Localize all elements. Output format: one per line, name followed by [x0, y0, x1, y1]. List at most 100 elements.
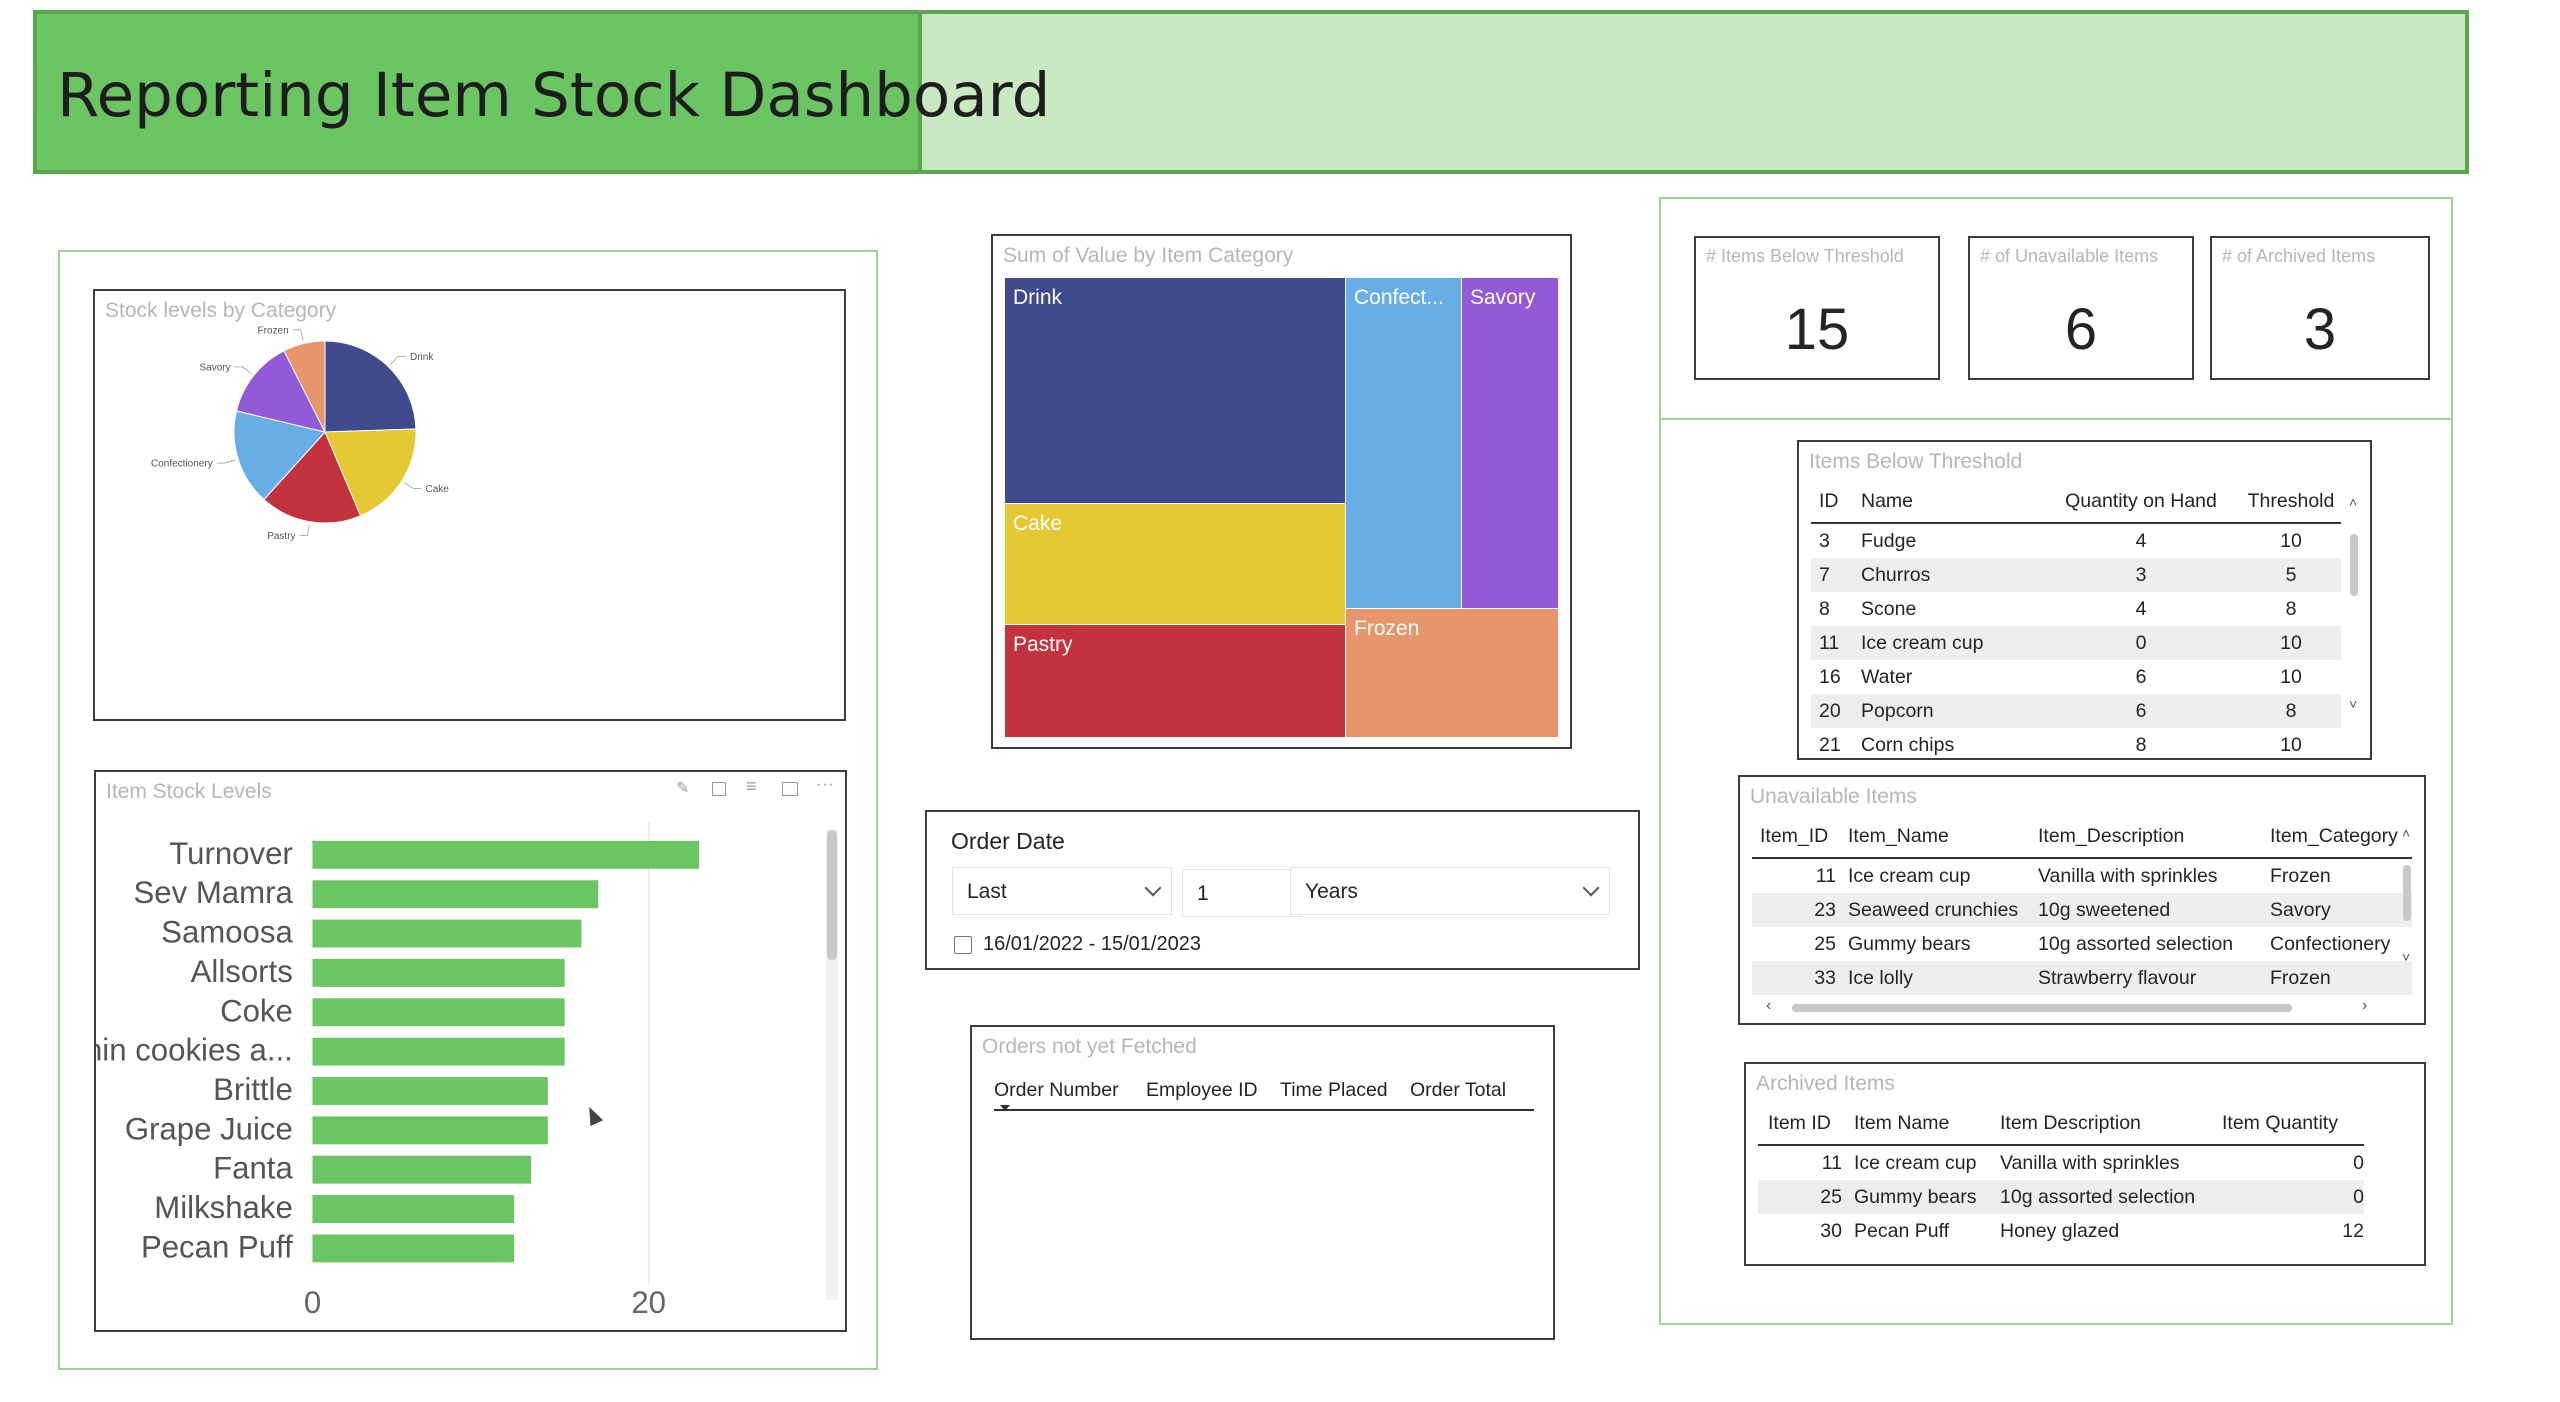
col-item-description[interactable]: Item_Description: [2038, 824, 2185, 847]
bar-allsorts[interactable]: [312, 958, 565, 987]
copy-icon[interactable]: [712, 782, 726, 796]
treemap-tile-pastry[interactable]: Pastry: [1005, 625, 1345, 737]
col-quantity-on-hand[interactable]: Quantity on Hand: [2065, 489, 2217, 512]
kpi-card-archived[interactable]: # of Archived Items 3: [2210, 236, 2430, 380]
more-options-icon[interactable]: ···: [816, 776, 835, 793]
table-cell: 7: [1811, 558, 1861, 592]
scroll-thumb[interactable]: [2403, 865, 2411, 921]
kpi-card-below-threshold[interactable]: # Items Below Threshold 15: [1694, 236, 1940, 380]
table-row[interactable]: 16 Water 6 10: [1811, 660, 2341, 694]
kpi-card-unavailable[interactable]: # of Unavailable Items 6: [1968, 236, 2194, 380]
treemap-tile-cake[interactable]: Cake: [1005, 504, 1345, 624]
col-item-name[interactable]: Item_Name: [1848, 824, 1949, 847]
scroll-down-icon[interactable]: ˅: [2349, 696, 2358, 712]
focus-mode-icon[interactable]: [782, 782, 798, 796]
table-row[interactable]: 23 Seaweed crunchies 10g sweetened Savory: [1752, 893, 2412, 927]
table-cell: 30: [1820, 1219, 1842, 1242]
treemap-tile-savory[interactable]: Savory: [1462, 278, 1558, 608]
treemap-tile-drink[interactable]: Drink: [1005, 278, 1345, 503]
bar-samoosa[interactable]: [312, 919, 582, 948]
archived-visual[interactable]: Archived Items Item ID Item Name Item De…: [1744, 1062, 2426, 1266]
table-row[interactable]: 25 Gummy bears 10g assorted selection 0: [1758, 1180, 2364, 1214]
col-order-total[interactable]: Order Total: [1410, 1079, 1507, 1101]
unavailable-hscrollbar[interactable]: ‹ ›: [1766, 997, 2396, 1015]
header-title-box: Reporting Item Stock Dashboard: [33, 10, 1050, 174]
col-order-number[interactable]: Order Number: [994, 1079, 1119, 1101]
col-id[interactable]: ID: [1819, 489, 1839, 512]
bar-chart-scroll-thumb[interactable]: [827, 830, 837, 960]
table-row[interactable]: 20 Popcorn 6 8: [1811, 694, 2341, 728]
bar-milkshake[interactable]: [312, 1195, 515, 1223]
pie-slice-cake[interactable]: [324, 428, 417, 517]
below-threshold-visual[interactable]: Items Below Threshold ID Name Quantity o…: [1797, 440, 2372, 760]
bar-sev-mamra[interactable]: [312, 880, 599, 909]
col-item-quantity[interactable]: Item Quantity: [2222, 1111, 2338, 1134]
bar-brittle[interactable]: [312, 1077, 548, 1105]
scroll-thumb[interactable]: [2350, 534, 2358, 596]
orders-table-visual[interactable]: Orders not yet Fetched Order Number Empl…: [970, 1025, 1555, 1340]
pie-slice-pastry[interactable]: [263, 431, 362, 524]
relative-unit-dropdown[interactable]: Years: [1290, 867, 1610, 915]
col-threshold[interactable]: Threshold: [2247, 489, 2335, 512]
table-cell: 25: [1814, 932, 1836, 955]
table-row[interactable]: 30 Pecan Puff Honey glazed 12: [1758, 1214, 2364, 1248]
table-cell: Water: [1861, 665, 1913, 688]
bar-minin-cookies-a[interactable]: [312, 1037, 565, 1066]
treemap-label-cake: Cake: [1013, 512, 1063, 535]
table-row[interactable]: 8 Scone 4 8: [1811, 592, 2341, 626]
treemap-tile-confect[interactable]: Confect...: [1346, 278, 1461, 608]
bar-chart-visual[interactable]: Item Stock Levels ✎ ≡ ··· 0 20 Turnover Sev…: [94, 770, 847, 1332]
table-row[interactable]: 11 Ice cream cup Vanilla with sprinkles Fro…: [1752, 858, 2412, 893]
col-item-description[interactable]: Item Description: [2000, 1111, 2141, 1134]
below-threshold-scrollbar[interactable]: ˄ ˅: [2347, 494, 2361, 714]
col-name[interactable]: Name: [1861, 489, 1914, 512]
table-row[interactable]: 11 Ice cream cup Vanilla with sprinkles 0: [1758, 1145, 2364, 1180]
pie-slice-savory[interactable]: [235, 350, 326, 433]
relative-mode-value: Last: [967, 880, 1007, 903]
unavailable-visual[interactable]: Unavailable Items Item_ID Item_Name Item…: [1738, 775, 2426, 1025]
scroll-right-icon[interactable]: ›: [2362, 997, 2368, 1014]
bar-fanta[interactable]: [312, 1155, 532, 1184]
scroll-up-icon[interactable]: ˄: [2349, 494, 2358, 510]
col-item-name[interactable]: Item Name: [1854, 1111, 1950, 1134]
table-row[interactable]: 7 Churros 3 5: [1811, 558, 2341, 592]
unavailable-vscrollbar[interactable]: ˄ ˅: [2400, 825, 2414, 965]
treemap-visual[interactable]: Sum of Value by Item Category Drink Cake P…: [991, 234, 1572, 749]
scroll-thumb[interactable]: [1792, 1004, 2292, 1012]
table-cell: 0: [2041, 626, 2241, 660]
kpi-below-threshold-value: 15: [1784, 297, 1850, 362]
scroll-left-icon[interactable]: ‹: [1766, 997, 1772, 1014]
pie-label-frozen: Frozen: [258, 325, 289, 336]
col-item-id[interactable]: Item_ID: [1760, 824, 1829, 847]
pie-slice-drink[interactable]: [324, 340, 417, 433]
table-row[interactable]: 11 Ice cream cup 0 10: [1811, 626, 2341, 660]
unavailable-table: Item_ID Item_Name Item_Description Item_…: [1752, 815, 2412, 995]
pie-slice-confectionery[interactable]: [233, 410, 326, 501]
col-time-placed[interactable]: Time Placed: [1280, 1079, 1388, 1101]
relative-amount-input[interactable]: 1: [1182, 869, 1302, 917]
table-row[interactable]: 3 Fudge 4 10: [1811, 523, 2341, 558]
treemap-tile-frozen[interactable]: Frozen: [1346, 609, 1558, 737]
bar-grape-juice[interactable]: [312, 1116, 548, 1145]
filter-icon[interactable]: ≡: [746, 776, 757, 796]
relative-mode-dropdown[interactable]: Last: [952, 867, 1172, 915]
bar-turnover[interactable]: [312, 840, 700, 869]
col-item-id[interactable]: Item ID: [1768, 1111, 1831, 1134]
col-item-category[interactable]: Item_Category: [2270, 824, 2398, 847]
table-row[interactable]: 33 Ice lolly Strawberry flavour Frozen: [1752, 961, 2412, 995]
kpi-archived-title: # of Archived Items: [2222, 246, 2376, 266]
pin-icon[interactable]: ✎: [676, 780, 690, 797]
scroll-down-icon[interactable]: ˅: [2402, 949, 2411, 965]
pie-slice-frozen[interactable]: [283, 340, 326, 433]
bar-coke[interactable]: [312, 998, 565, 1027]
visual-header-icons: ✎ ≡ ···: [676, 776, 836, 804]
pie-leader-line: [234, 366, 252, 375]
pie-label-drink: Drink: [410, 352, 434, 363]
scroll-up-icon[interactable]: ˄: [2402, 825, 2411, 841]
table-row[interactable]: 21 Corn chips 8 10: [1811, 728, 2341, 758]
col-employee-id[interactable]: Employee ID: [1146, 1079, 1258, 1101]
bar-pecan-puff[interactable]: [312, 1234, 515, 1263]
bar-chart-scrollbar[interactable]: [826, 830, 838, 1300]
table-row[interactable]: 25 Gummy bears 10g assorted selection Confe…: [1752, 927, 2412, 961]
pie-chart-visual[interactable]: Stock levels by Category Drink Cake Pastry…: [93, 289, 846, 721]
